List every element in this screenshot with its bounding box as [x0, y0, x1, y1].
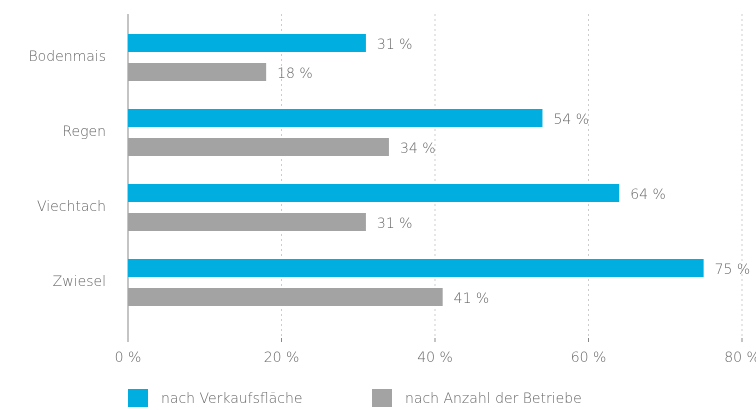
y-tick-label: Viechtach	[37, 199, 106, 215]
bar	[128, 288, 443, 306]
bar	[128, 213, 366, 231]
value-label: 18 %	[277, 66, 313, 82]
bar	[128, 184, 620, 202]
y-tick-label: Zwiesel	[53, 274, 106, 290]
value-label: 64 %	[630, 187, 666, 203]
value-label: 75 %	[715, 262, 751, 278]
value-label: 54 %	[553, 112, 589, 128]
x-tick-label: 20 %	[264, 350, 300, 366]
value-label: 41 %	[454, 291, 490, 307]
x-tick-label: 80 %	[724, 350, 756, 366]
x-tick-label: 0 %	[115, 350, 142, 366]
bar	[128, 138, 389, 156]
legend-swatch	[128, 389, 148, 407]
legend-label: nach Anzahl der Betriebe	[405, 391, 582, 407]
x-tick-label: 60 %	[571, 350, 607, 366]
bar	[128, 34, 366, 52]
bar	[128, 259, 704, 277]
legend-swatch	[372, 389, 392, 407]
value-label: 31 %	[377, 37, 413, 53]
bar	[128, 63, 267, 81]
bar	[128, 109, 543, 127]
value-label: 31 %	[377, 216, 413, 232]
value-label: 34 %	[400, 141, 436, 157]
x-tick-label: 40 %	[417, 350, 453, 366]
y-tick-label: Regen	[62, 124, 106, 140]
y-tick-label: Bodenmais	[28, 49, 106, 65]
legend-label: nach Verkaufsfläche	[161, 391, 302, 407]
